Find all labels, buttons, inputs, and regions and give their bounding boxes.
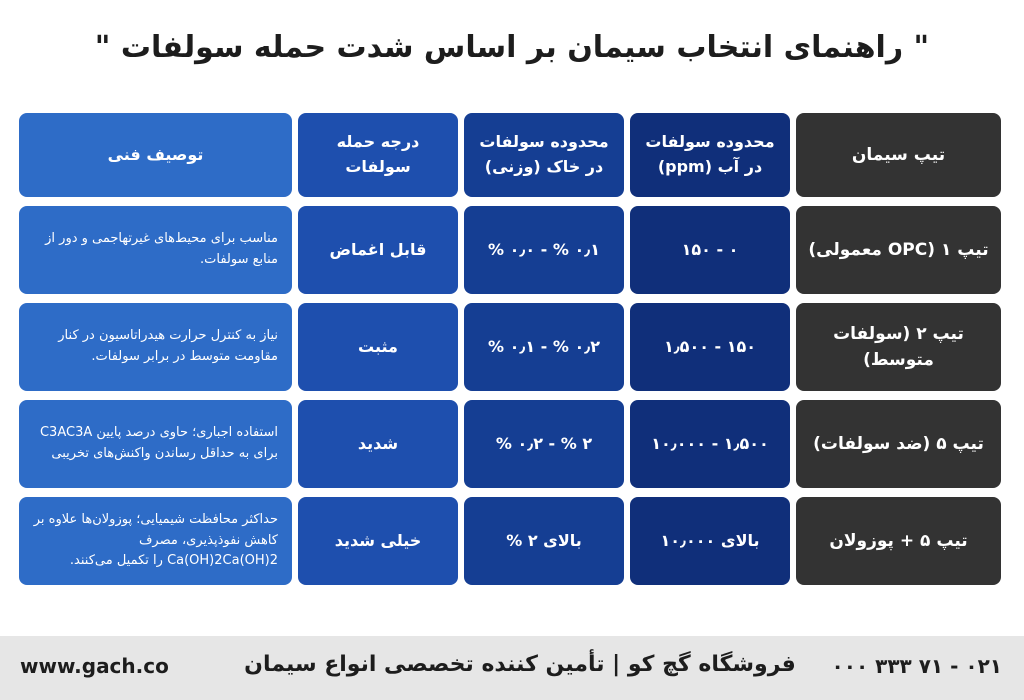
row-3-grade: شدید — [298, 400, 458, 488]
row-2-description: نیاز به کنترل حرارت هیدراتاسیون در کنار … — [19, 303, 292, 391]
phone-number[interactable]: ۰۲۱ - ۷۱ ۳۳۳ ۰۰۰ — [831, 654, 1002, 678]
header-type: تیپ سیمان — [796, 113, 1001, 197]
row-3-soil: ۲ % - ۰٫۲ % — [464, 400, 624, 488]
row-2-grade: مثبت — [298, 303, 458, 391]
row-4-grade: خیلی شدید — [298, 497, 458, 585]
row-4-soil: بالای ۲ % — [464, 497, 624, 585]
row-1-water: ۰ - ۱۵۰ — [630, 206, 790, 294]
footer-bar: www.gach.co فروشگاه گچ کو | تأمین کننده … — [0, 636, 1024, 700]
row-1-grade: قابل اغماض — [298, 206, 458, 294]
row-2-soil: ۰٫۲ % - ۰٫۱ % — [464, 303, 624, 391]
page-title: " راهنمای انتخاب سیمان بر اساس شدت حمله … — [94, 30, 930, 65]
header-description: توصیف فنی — [19, 113, 292, 197]
row-2-water: ۱۵۰ - ۱٫۵۰۰ — [630, 303, 790, 391]
row-4-water: بالای ۱۰٫۰۰۰ — [630, 497, 790, 585]
header-water: محدوده سولفات در آب (ppm) — [630, 113, 790, 197]
row-1-type: تیپ ۱ (OPC معمولی) — [796, 206, 1001, 294]
row-3-water: ۱٫۵۰۰ - ۱۰٫۰۰۰ — [630, 400, 790, 488]
row-3-type: تیپ ۵ (ضد سولفات) — [796, 400, 1001, 488]
cement-table: توصیف فنی درجه حمله سولفات محدوده سولفات… — [19, 113, 1001, 585]
website-link[interactable]: www.gach.co — [20, 654, 169, 678]
row-3-description: استفاده اجباری؛ حاوی درصد پایین C3AC3A ب… — [19, 400, 292, 488]
row-2-type: تیپ ۲ (سولفات متوسط) — [796, 303, 1001, 391]
header-soil: محدوده سولفات در خاک (وزنی) — [464, 113, 624, 197]
footer-slogan: فروشگاه گچ کو | تأمین کننده تخصصی انواع … — [244, 652, 796, 677]
row-1-description: مناسب برای محیط‌های غیرتهاجمی و دور از م… — [19, 206, 292, 294]
row-1-soil: ۰٫۱ % - ۰٫۰ % — [464, 206, 624, 294]
row-4-description: حداکثر محافظت شیمیایی؛ پوزولان‌ها علاوه … — [19, 497, 292, 585]
row-4-type: تیپ ۵ + پوزولان — [796, 497, 1001, 585]
header-grade: درجه حمله سولفات — [298, 113, 458, 197]
